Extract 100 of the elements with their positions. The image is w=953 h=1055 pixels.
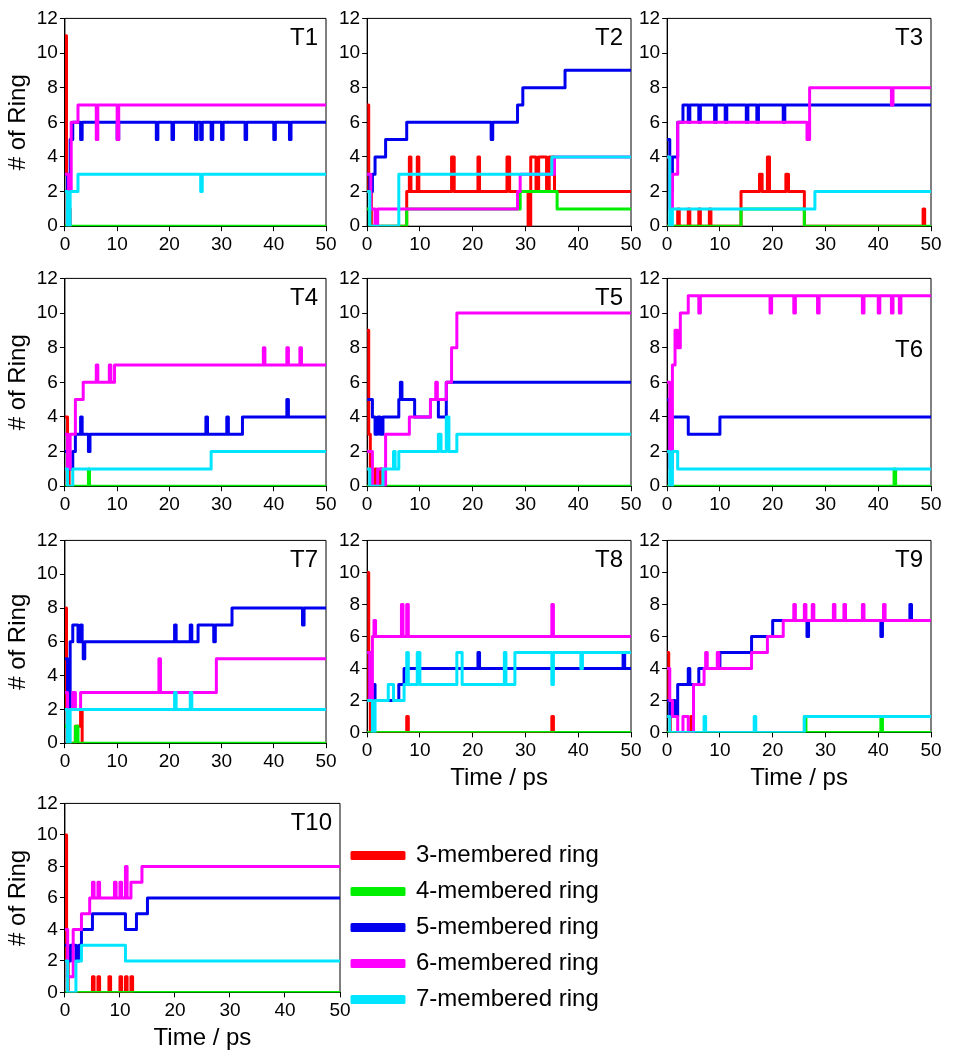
chart-title: T5 [594, 283, 623, 311]
legend-label: 4-membered ring [416, 876, 599, 904]
x-tick-label: 40 [274, 999, 296, 1021]
x-tick-label: 20 [462, 232, 484, 254]
x-tick-label: 50 [315, 232, 337, 254]
y-tick-label: 6 [47, 886, 58, 908]
x-tick-label: 20 [462, 739, 484, 761]
x-axis-title: Time / ps [750, 763, 848, 791]
y-tick-label: 0 [349, 214, 361, 236]
x-tick-label: 40 [263, 232, 285, 254]
y-tick-label: 4 [649, 405, 661, 427]
y-tick-label: 6 [47, 370, 58, 392]
chart-title: T4 [289, 283, 318, 311]
y-tick-label: 6 [47, 630, 58, 652]
x-axis-title: Time / ps [450, 763, 548, 791]
y-tick-label: 4 [649, 145, 661, 167]
x-tick-label: 50 [920, 739, 942, 761]
y-tick-label: 8 [47, 335, 58, 357]
y-tick-label: 4 [47, 663, 59, 685]
x-tick-label: 40 [263, 492, 285, 514]
y-tick-label: 10 [36, 562, 58, 584]
x-tick-label: 30 [814, 492, 837, 514]
y-axis-title: # of Ring [3, 849, 31, 946]
y-tick-label: 2 [47, 949, 58, 971]
x-tick-label: 20 [762, 739, 784, 761]
y-tick-label: 0 [47, 214, 58, 236]
chart-title: T7 [289, 545, 318, 573]
x-tick-label: 30 [211, 232, 233, 254]
y-tick-label: 6 [349, 370, 361, 392]
x-tick-label: 40 [867, 492, 889, 514]
y-tick-label: 6 [649, 370, 661, 392]
x-tick-label: 20 [158, 749, 180, 771]
y-tick-label: 10 [36, 41, 58, 63]
y-tick-label: 4 [349, 145, 361, 167]
y-tick-label: 4 [47, 405, 59, 427]
y-tick-label: 6 [47, 110, 58, 132]
x-tick-label: 50 [620, 232, 642, 254]
x-tick-label: 30 [814, 739, 837, 761]
y-tick-label: 8 [649, 592, 661, 614]
x-tick-label: 30 [514, 232, 537, 254]
y-tick-label: 12 [638, 528, 661, 550]
x-tick-label: 10 [709, 492, 731, 514]
y-tick-label: 8 [47, 854, 58, 876]
chart-title: T3 [894, 23, 923, 51]
y-tick-label: 10 [638, 41, 661, 63]
x-tick-label: 30 [514, 492, 537, 514]
x-tick-label: 10 [709, 232, 731, 254]
x-tick-label: 10 [106, 232, 128, 254]
y-tick-label: 4 [349, 656, 361, 678]
y-tick-label: 12 [638, 266, 661, 288]
y-tick-label: 12 [36, 528, 58, 550]
y-tick-label: 0 [649, 720, 661, 742]
chart-title: T8 [594, 545, 623, 573]
y-tick-label: 2 [649, 439, 661, 461]
x-tick-label: 40 [867, 739, 889, 761]
x-axis-title: Time / ps [153, 1023, 252, 1051]
y-tick-label: 12 [36, 6, 58, 28]
x-tick-label: 10 [106, 749, 128, 771]
y-tick-label: 8 [47, 75, 58, 97]
y-tick-label: 8 [349, 592, 361, 614]
y-tick-label: 10 [36, 823, 58, 845]
legend-label: 6-membered ring [416, 948, 599, 976]
y-axis-title: # of Ring [3, 593, 31, 690]
x-tick-label: 40 [567, 492, 589, 514]
x-tick-label: 50 [315, 749, 337, 771]
x-tick-label: 20 [762, 232, 784, 254]
y-tick-label: 2 [349, 179, 361, 201]
y-tick-label: 6 [649, 624, 661, 646]
x-tick-label: 30 [219, 999, 241, 1021]
legend-label: 5-membered ring [416, 912, 599, 940]
y-tick-label: 0 [649, 474, 661, 496]
y-tick-label: 8 [349, 75, 361, 97]
x-tick-label: 20 [462, 492, 484, 514]
x-tick-label: 20 [762, 492, 784, 514]
y-tick-label: 12 [338, 266, 361, 288]
y-tick-label: 2 [649, 179, 661, 201]
y-axis-title: # of Ring [3, 74, 31, 171]
y-tick-label: 10 [338, 41, 361, 63]
y-tick-label: 10 [638, 560, 661, 582]
x-tick-label: 10 [106, 492, 128, 514]
x-tick-label: 20 [158, 232, 180, 254]
y-tick-label: 0 [649, 214, 661, 236]
x-tick-label: 10 [409, 739, 431, 761]
x-tick-label: 50 [920, 232, 942, 254]
text: T6 [894, 335, 923, 363]
x-tick-label: 10 [109, 999, 131, 1021]
y-tick-label: 6 [649, 110, 661, 132]
y-tick-label: 12 [36, 266, 58, 288]
x-tick-label: 50 [620, 739, 642, 761]
y-tick-label: 10 [338, 301, 361, 323]
y-tick-label: 12 [36, 791, 58, 813]
y-tick-label: 8 [349, 335, 361, 357]
x-tick-label: 30 [211, 492, 233, 514]
y-tick-label: 0 [47, 980, 58, 1002]
x-tick-label: 50 [920, 492, 942, 514]
x-tick-label: 10 [709, 739, 731, 761]
x-tick-label: 40 [567, 232, 589, 254]
y-tick-label: 12 [338, 6, 361, 28]
y-tick-label: 4 [349, 405, 361, 427]
y-tick-label: 12 [338, 528, 361, 550]
